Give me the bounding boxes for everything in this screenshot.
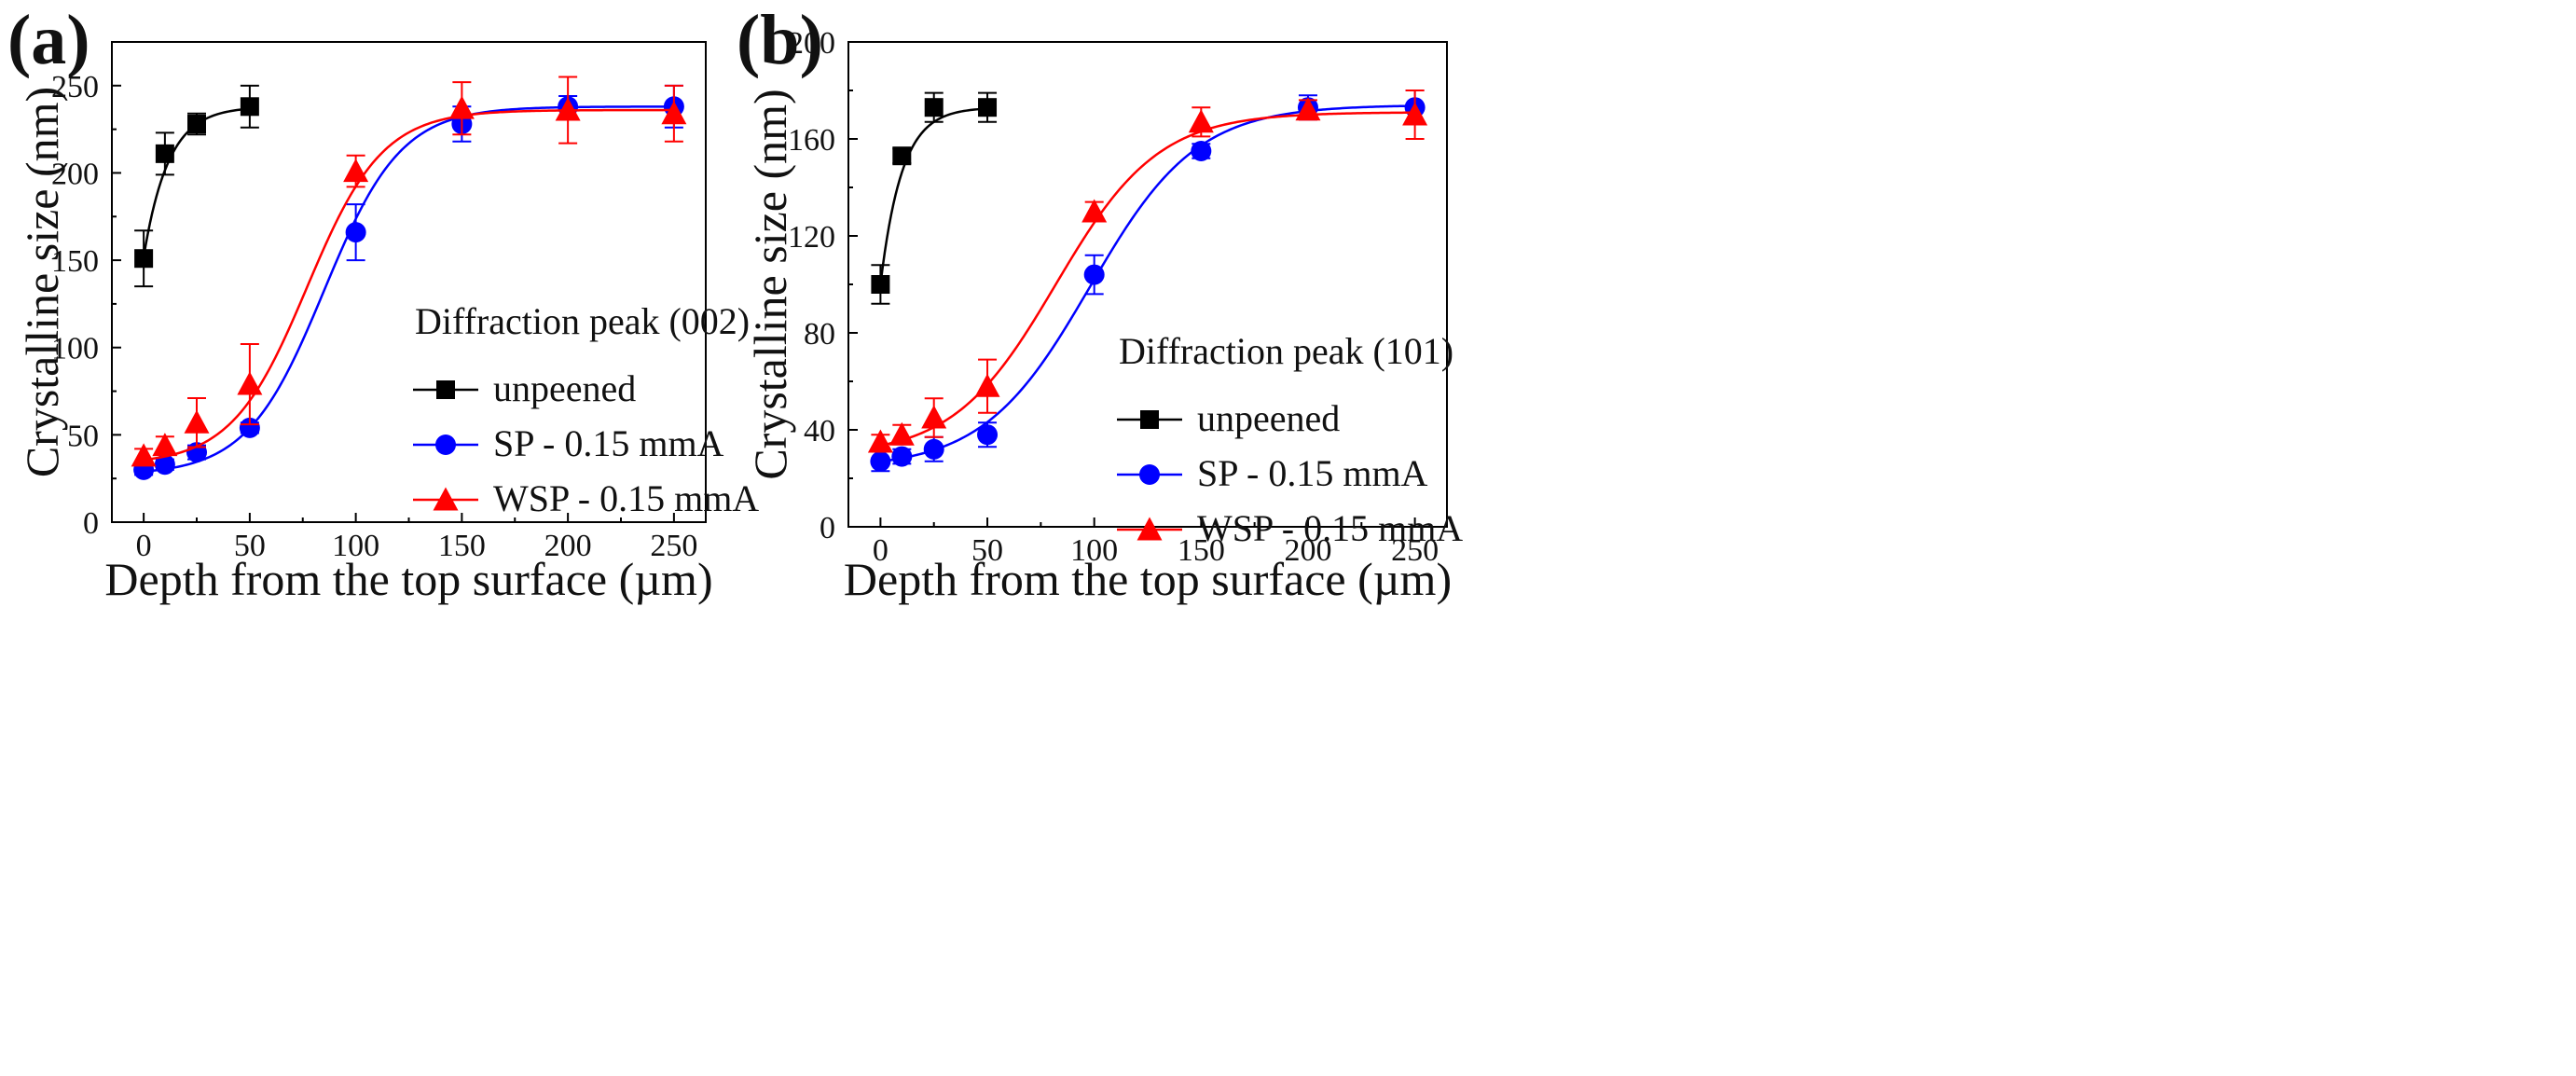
- data-point: [187, 115, 206, 134]
- series-unpeened: [134, 84, 259, 288]
- data-point: [1081, 199, 1108, 223]
- x-tick-label: 200: [544, 529, 592, 563]
- x-tick-label: 100: [1070, 533, 1118, 568]
- data-point: [134, 249, 154, 269]
- fit-line: [143, 108, 674, 462]
- series-wsp: [867, 90, 1428, 453]
- data-point: [343, 159, 369, 183]
- legend-marker: [1136, 517, 1163, 541]
- panel-label: (a): [7, 1, 90, 79]
- y-tick-label: 120: [788, 220, 835, 255]
- data-point: [661, 101, 687, 125]
- data-point: [921, 405, 947, 429]
- data-point: [184, 409, 210, 434]
- x-axis-title: Depth from the top surface (µm): [844, 553, 1452, 605]
- legend-label: unpeened: [1197, 397, 1340, 439]
- data-point: [1188, 109, 1214, 133]
- data-point: [1402, 102, 1428, 126]
- y-tick-label: 250: [51, 70, 99, 104]
- series-unpeened: [871, 91, 998, 305]
- y-tick-label: 40: [804, 414, 835, 448]
- data-point: [131, 443, 157, 467]
- y-tick-label: 200: [788, 26, 835, 61]
- legend-label: SP - 0.15 mmA: [493, 422, 724, 464]
- x-tick-label: 50: [971, 533, 1003, 568]
- legend: Diffraction peak (002) unpeened SP - 0.15 …: [413, 300, 759, 519]
- legend-label: WSP - 0.15 mmA: [1197, 507, 1463, 549]
- data-point: [891, 446, 913, 467]
- fit-line: [880, 104, 1415, 463]
- legend-label: WSP - 0.15 mmA: [493, 477, 759, 519]
- legend-label: SP - 0.15 mmA: [1197, 452, 1428, 494]
- series-wsp: [131, 76, 687, 467]
- data-point: [977, 424, 999, 446]
- data-point: [1191, 141, 1212, 161]
- data-point: [889, 421, 915, 446]
- x-tick-label: 150: [1178, 533, 1225, 568]
- legend-marker: [435, 435, 456, 455]
- x-tick-label: 100: [332, 529, 379, 563]
- data-point: [1083, 264, 1105, 285]
- x-tick-label: 50: [234, 529, 266, 563]
- x-tick-label: 0: [873, 533, 889, 568]
- data-point: [870, 450, 891, 472]
- x-axis-title: Depth from the top surface (µm): [104, 553, 712, 605]
- data-point: [448, 95, 475, 119]
- series-sp: [870, 90, 1426, 473]
- data-point: [155, 144, 174, 163]
- legend-title: Diffraction peak (002): [415, 300, 750, 342]
- data-point: [923, 438, 944, 460]
- legend: Diffraction peak (101) unpeened SP - 0.15 …: [1117, 330, 1463, 549]
- legend-marker: [1140, 410, 1159, 429]
- data-point: [555, 97, 581, 121]
- y-tick-label: 160: [788, 123, 835, 158]
- y-tick-label: 200: [51, 157, 99, 191]
- data-point: [237, 371, 263, 395]
- y-tick-label: 150: [51, 244, 99, 279]
- y-tick-label: 0: [83, 506, 99, 541]
- data-point: [974, 373, 1000, 397]
- x-tick-label: 250: [1391, 533, 1439, 568]
- data-point: [239, 417, 260, 438]
- data-point: [978, 98, 998, 117]
- y-tick-label: 80: [804, 317, 835, 352]
- data-point: [154, 454, 175, 476]
- data-point: [871, 275, 890, 294]
- y-axis-title: Crystalline size (nm): [16, 87, 68, 477]
- data-point: [924, 98, 944, 117]
- legend-marker: [1139, 464, 1160, 485]
- x-tick-label: 250: [650, 529, 697, 563]
- data-point: [240, 97, 259, 117]
- x-tick-label: 0: [136, 529, 152, 563]
- data-point: [345, 222, 366, 243]
- data-point: [892, 146, 912, 166]
- y-tick-label: 100: [51, 332, 99, 366]
- y-tick-label: 0: [820, 511, 835, 545]
- y-tick-label: 50: [67, 419, 99, 453]
- legend-marker: [433, 487, 459, 511]
- data-point: [1295, 97, 1321, 121]
- legend-label: unpeened: [493, 367, 636, 409]
- y-axis-title: Crystalline size (nm): [744, 89, 796, 479]
- data-point: [152, 433, 178, 457]
- x-tick-label: 150: [438, 529, 486, 563]
- legend-marker: [436, 380, 455, 399]
- x-tick-label: 200: [1284, 533, 1331, 568]
- fit-line: [880, 111, 1415, 448]
- panel-label: (b): [737, 1, 823, 79]
- fit-line: [144, 105, 674, 474]
- legend-title: Diffraction peak (101): [1119, 330, 1453, 372]
- data-point: [867, 429, 893, 453]
